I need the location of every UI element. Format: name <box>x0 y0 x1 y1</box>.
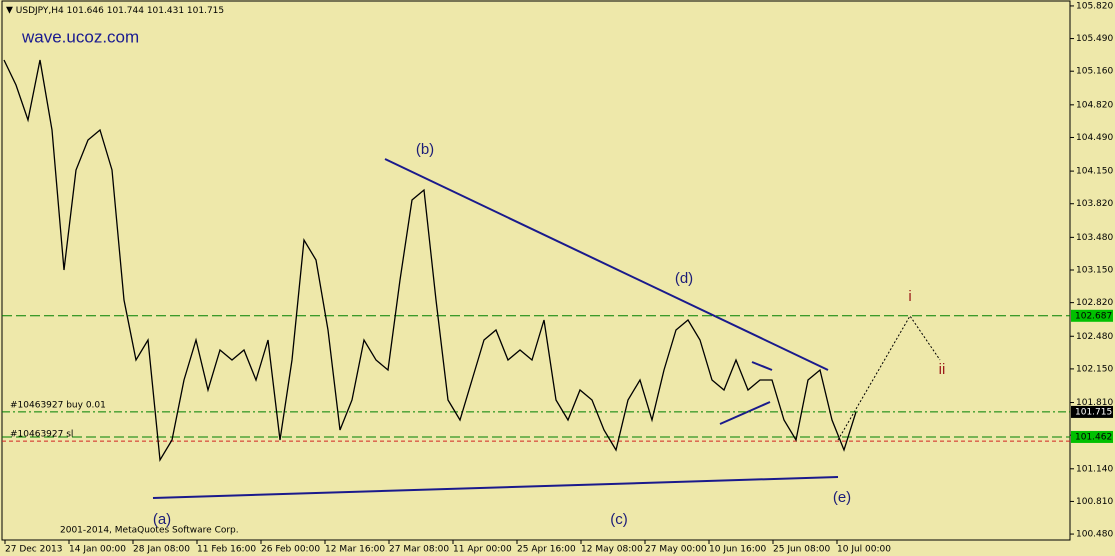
open: 101.646 <box>67 6 104 16</box>
y-tick-label: 102.480 <box>1076 332 1113 342</box>
x-tick-label: 26 Feb 00:00 <box>261 545 320 555</box>
wave-label: (b) <box>416 141 434 158</box>
y-tick-label: 105.490 <box>1076 34 1113 44</box>
y-tick-label: 104.490 <box>1076 133 1113 143</box>
wave-label: (c) <box>610 511 628 528</box>
y-tick-label: 104.820 <box>1076 100 1113 110</box>
y-tick-label: 100.480 <box>1076 530 1113 540</box>
wave-label: (d) <box>675 270 693 287</box>
price-label: 102.687 <box>1075 311 1112 321</box>
x-tick-label: 10 Jul 00:00 <box>837 545 891 555</box>
flag-line <box>751 361 773 371</box>
x-tick-label: 27 May 00:00 <box>645 545 707 555</box>
close: 101.715 <box>187 6 224 16</box>
y-tick-label: 105.820 <box>1076 1 1113 11</box>
x-tick-label: 25 Apr 16:00 <box>517 545 576 555</box>
flag-line <box>719 401 771 425</box>
price-label: 101.715 <box>1075 407 1112 417</box>
order-label: #10463927 buy 0.01 <box>10 400 106 410</box>
x-tick-label: 28 Jan 08:00 <box>133 545 190 555</box>
x-tick-label: 12 May 08:00 <box>581 545 643 555</box>
copyright: 2001-2014, MetaQuotes Software Corp. <box>60 526 239 536</box>
wave-label: i <box>908 288 911 305</box>
upper-trendline <box>384 158 829 371</box>
y-tick-label: 101.140 <box>1076 464 1113 474</box>
y-tick-label: 102.820 <box>1076 298 1113 308</box>
wave-label: (e) <box>833 489 851 506</box>
x-tick-label: 25 Jun 08:00 <box>773 545 830 555</box>
price-box <box>1071 430 1113 443</box>
x-tick-label: 11 Feb 16:00 <box>197 545 256 555</box>
y-tick-label: 103.150 <box>1076 266 1113 276</box>
x-tick-label: 27 Mar 08:00 <box>389 545 449 555</box>
wave-label: ii <box>939 361 946 378</box>
x-tick-label: 14 Jan 00:00 <box>69 545 126 555</box>
price-line <box>3 59 857 463</box>
y-tick-label: 105.160 <box>1076 67 1113 77</box>
trendlines <box>152 158 839 499</box>
watermark: wave.ucoz.com <box>21 27 139 46</box>
order-label: #10463927 sl <box>10 430 73 440</box>
y-tick-label: 101.810 <box>1076 398 1113 408</box>
price-box <box>1071 405 1113 418</box>
header: ▼ USDJPY,H4 101.646 101.744 101.431 101.… <box>6 6 224 16</box>
wave-label: (a) <box>153 511 171 528</box>
y-tick-label: 102.150 <box>1076 364 1113 374</box>
y-tick-label: 104.150 <box>1076 167 1113 177</box>
y-tick-label: 103.820 <box>1076 199 1113 209</box>
price-box <box>1071 309 1113 322</box>
lower-trendline <box>152 476 839 499</box>
x-tick-label: 27 Dec 2013 <box>5 545 63 555</box>
low: 101.431 <box>147 6 184 16</box>
y-tick-label: 100.810 <box>1076 497 1113 507</box>
price-label: 101.462 <box>1075 432 1112 442</box>
x-tick-label: 12 Mar 16:00 <box>325 545 385 555</box>
high: 101.744 <box>107 6 144 16</box>
symbol: USDJPY,H4 <box>16 6 64 16</box>
x-tick-label: 11 Apr 00:00 <box>453 545 512 555</box>
x-tick-label: 10 Jun 16:00 <box>709 545 766 555</box>
y-tick-label: 103.480 <box>1076 233 1113 243</box>
